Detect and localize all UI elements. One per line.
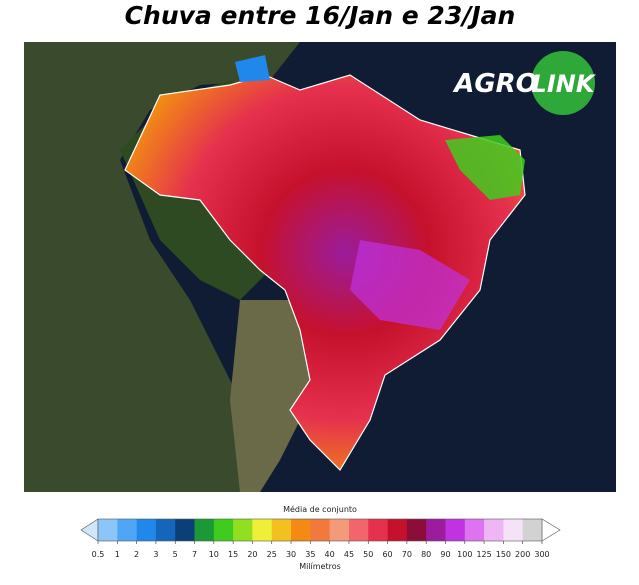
colorbar-bin [291, 519, 311, 541]
colorbar-bin [464, 519, 485, 541]
colorbar-tick-label: 60 [382, 550, 392, 559]
colorbar-bin [310, 519, 330, 541]
colorbar-tick-label: 125 [476, 550, 491, 559]
colorbar-under [80, 518, 99, 542]
colorbar-tick-label: 100 [457, 550, 472, 559]
colorbar-frame [97, 518, 543, 542]
colorbar-tick-label: 7 [192, 550, 197, 559]
colorbar-bin [368, 519, 388, 541]
colorbar-tick-label: 5 [173, 550, 178, 559]
colorbar-tick-label: 200 [515, 550, 530, 559]
colorbar-bin [503, 519, 523, 541]
colorbar-over [541, 518, 561, 542]
colorbar-tick-label: 50 [363, 550, 373, 559]
colorbar-unit: Milímetros [299, 562, 341, 571]
colorbar-bin [445, 519, 466, 541]
colorbar-tick-label: 80 [421, 550, 431, 559]
colorbar-bin [213, 519, 234, 541]
colorbar-tick-label: 3 [153, 550, 158, 559]
colorbar-tick-label: 45 [344, 550, 354, 559]
colorbar-bin [155, 519, 176, 541]
title: Chuva entre 16/Jan e 23/Jan [125, 1, 516, 30]
colorbar-tick-label: 300 [534, 550, 549, 559]
colorbar-tick-label: 0.5 [92, 550, 105, 559]
logo-text: LINK [532, 70, 597, 98]
colorbar-tick-label: 40 [325, 550, 335, 559]
colorbar-bin [175, 519, 195, 541]
colorbar-bin [522, 519, 543, 541]
map: AGRO LINK [24, 42, 616, 492]
colorbar-bin [252, 519, 273, 541]
colorbar-tick-label: 150 [496, 550, 511, 559]
colorbar-bin [426, 519, 446, 541]
colorbar-bin [136, 519, 157, 541]
colorbar-tick-label: 35 [305, 550, 315, 559]
colorbar-bin [484, 519, 504, 541]
colorbar-tick-label: 2 [134, 550, 139, 559]
colorbar-bin [233, 519, 253, 541]
colorbar-bin [194, 519, 215, 541]
colorbar-bin [329, 519, 350, 541]
colorbar-bin [98, 519, 118, 541]
colorbar-title: Média de conjunto [283, 504, 357, 514]
colorbar-tick-label: 10 [209, 550, 219, 559]
colorbar-bin [348, 519, 369, 541]
colorbar-tick-label: 20 [247, 550, 257, 559]
colorbar-tick-label: 1 [115, 550, 120, 559]
colorbar-bin [117, 519, 137, 541]
colorbar-tick-label: 70 [402, 550, 412, 559]
colorbar: 0.5 1 2 3 5 7 10 15 20 25 30 35 40 45 50 60 70 80 90 100 125… [80, 518, 561, 559]
colorbar-tick-label: 15 [228, 550, 238, 559]
colorbar-tick-label: 25 [267, 550, 277, 559]
colorbar-tick-label: 90 [440, 550, 450, 559]
logo-text: AGRO [452, 69, 538, 99]
colorbar-bin [406, 519, 427, 541]
colorbar-tick-label: 30 [286, 550, 296, 559]
colorbar-bin [387, 519, 408, 541]
colorbar-bin [271, 519, 292, 541]
